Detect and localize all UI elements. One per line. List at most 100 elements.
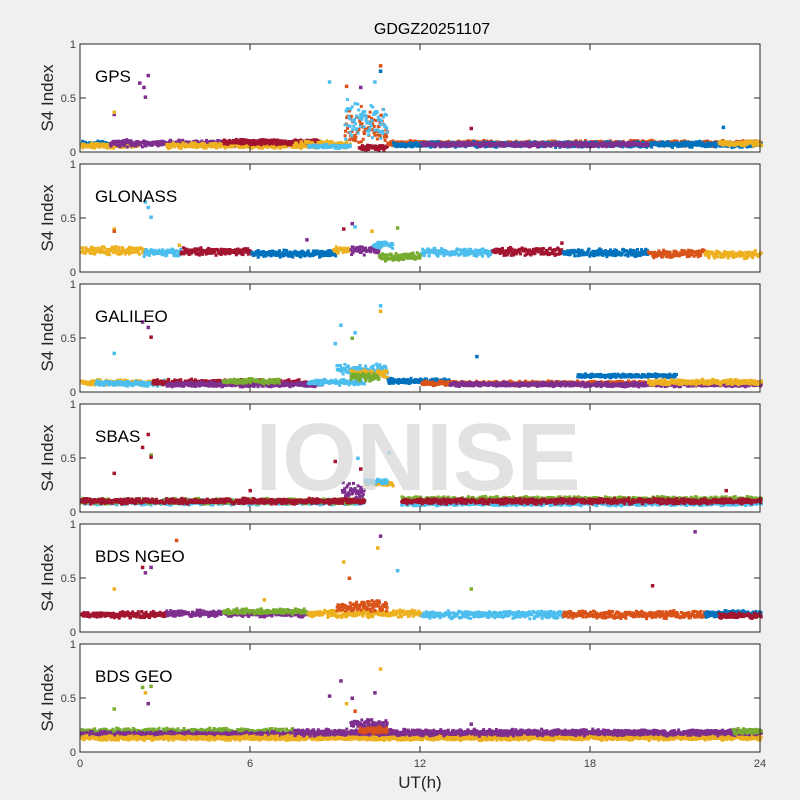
data-point [754,249,757,252]
outlier-point [144,95,148,99]
data-point [511,248,514,251]
data-point [369,111,372,114]
data-point [363,125,366,128]
data-point [669,251,672,254]
data-point [382,116,385,119]
data-point [577,248,580,251]
data-point [390,253,393,256]
data-point [171,248,174,251]
data-point [377,250,380,253]
data-point [201,253,204,256]
data-point [282,146,285,149]
data-point [359,125,362,128]
data-point [353,118,356,121]
data-point [380,120,383,123]
outlier-point [370,229,374,233]
data-point [347,107,350,110]
data-point [344,138,347,141]
data-point [354,102,357,105]
data-point [346,98,349,101]
data-point [334,254,337,257]
outlier-point [433,247,437,251]
y-axis-label: S4 Index [38,184,57,252]
outlier-point [345,85,349,89]
data-point [115,245,118,248]
outlier-point [328,80,332,84]
panel-label: GLONASS [95,187,177,206]
data-point [371,136,374,139]
data-point [376,111,379,114]
data-point [126,146,129,149]
outlier-point [138,81,142,85]
outlier-point [396,226,400,230]
data-point [384,139,387,142]
y-tick-label: 0.5 [61,213,76,225]
data-point [148,254,151,257]
data-point [278,249,281,252]
data-point [361,122,364,125]
data-point [381,132,384,135]
data-point [108,253,111,256]
data-point [385,127,388,130]
data-point [344,130,347,133]
outlier-point [305,238,309,242]
data-point [357,109,360,112]
data-point [348,138,351,141]
data-point [361,118,364,121]
data-point [357,141,360,144]
data-point [382,108,385,111]
data-point [519,252,522,255]
data-point [354,136,357,139]
data-point [351,105,354,108]
data-point [344,124,347,127]
data-point [165,254,168,257]
data-point [636,248,639,251]
data-point [716,256,719,259]
data-point [368,127,371,130]
outlier-point [149,215,153,219]
data-point [635,254,638,257]
y-tick-label: 0.5 [61,93,76,105]
data-point [647,144,650,147]
outlier-point [470,127,474,130]
data-point [363,132,366,135]
data-point [349,125,352,128]
data-point [354,122,357,125]
data-point [373,125,376,128]
outlier-point [379,64,383,68]
outlier-point [178,244,182,248]
data-point [501,247,504,250]
data-point [138,253,141,256]
data-point [346,127,349,130]
y-tick-label: 1 [70,39,76,51]
data-point [391,243,394,246]
data-point [621,253,624,256]
data-point [291,256,294,259]
data-point [357,132,360,135]
data-point [412,252,415,255]
panel-label: GPS [95,67,131,86]
y-tick-label: 0 [70,147,76,159]
data-point [356,103,359,106]
data-point [377,116,380,119]
data-point [428,255,431,258]
data-point [588,248,591,251]
data-point [118,246,121,249]
y-tick-label: 0 [70,267,76,279]
panel-galileo: 00.51S4 Index GALILEO [38,279,763,399]
outlier-point [560,241,564,245]
data-point [349,145,352,148]
outlier-point [359,86,363,90]
outlier-point [373,80,377,84]
outlier-point [147,206,151,210]
data-point [344,134,347,137]
data-point [355,127,358,130]
outlier-point [351,222,355,226]
data-point [586,253,589,256]
data-point [379,123,382,126]
plot-area [80,44,760,152]
data-point [307,251,310,254]
data-point [370,119,373,122]
